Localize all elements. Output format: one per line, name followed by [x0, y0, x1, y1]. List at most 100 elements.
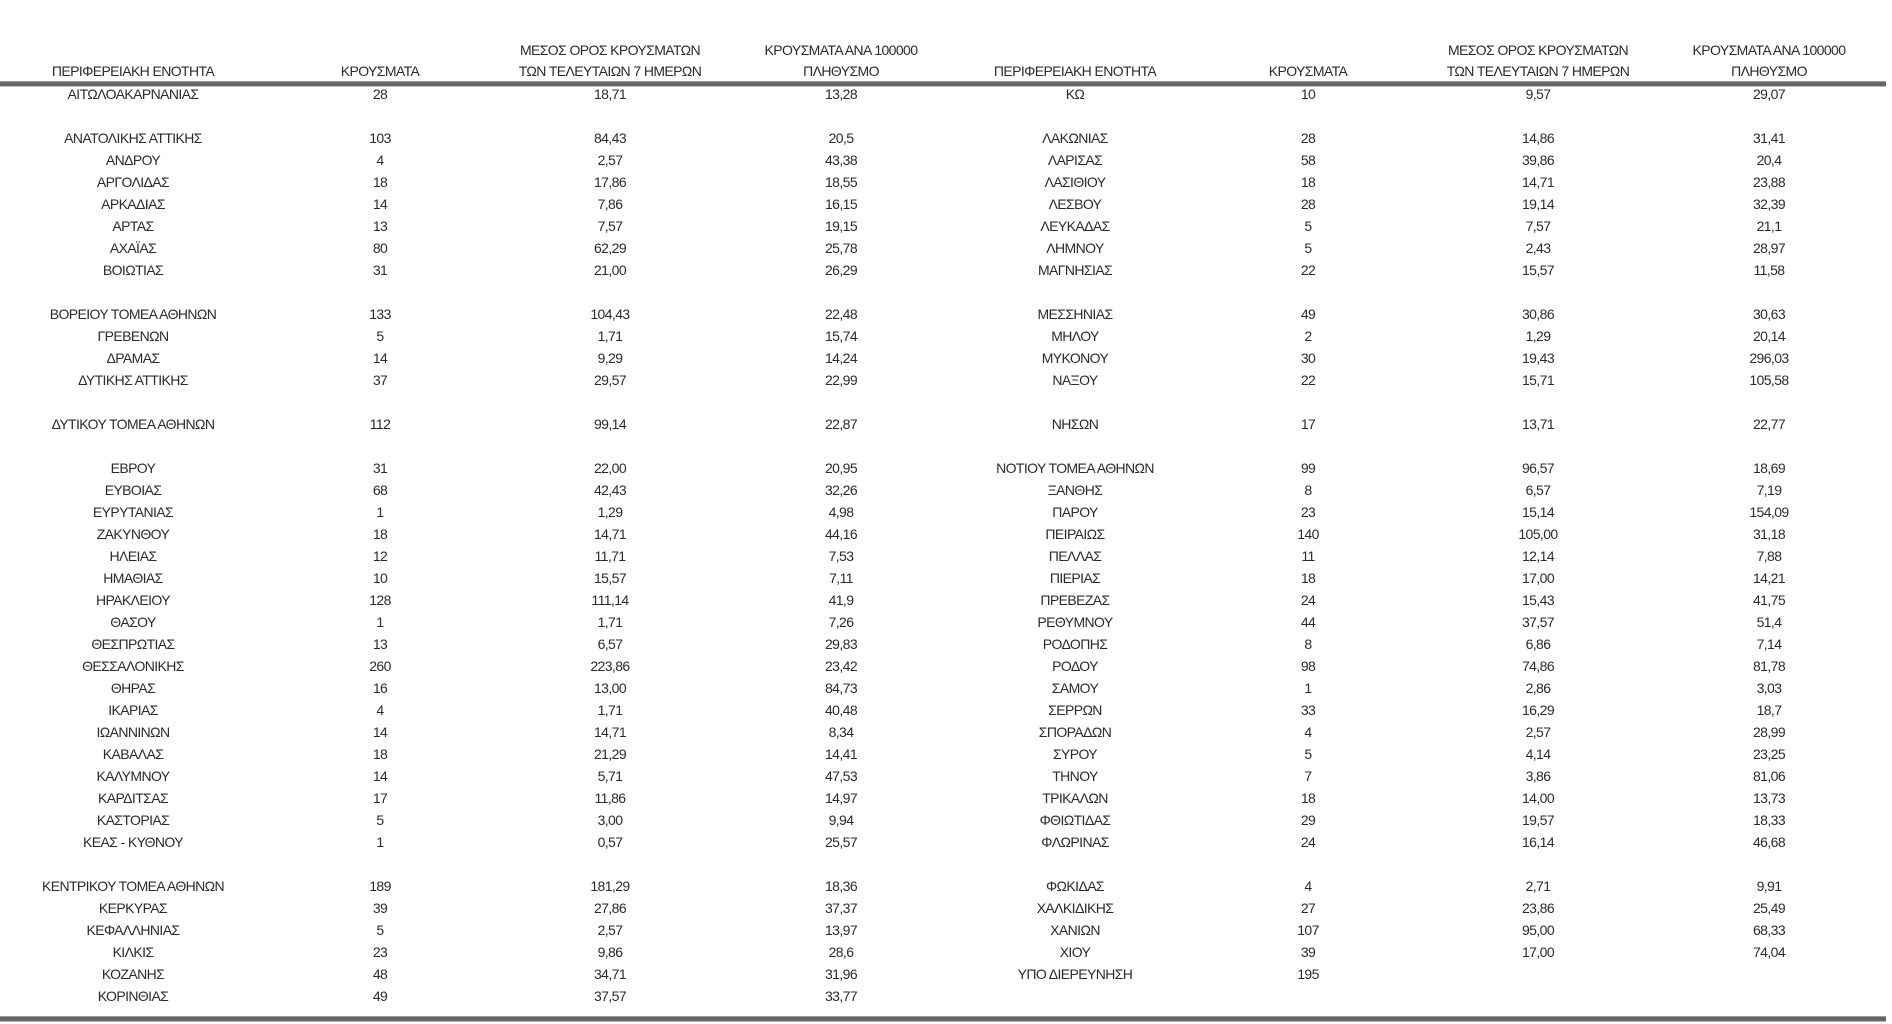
cases-value: 24: [1300, 834, 1316, 850]
region-name: ΝΗΣΩΝ: [1051, 416, 1099, 432]
cases-value: 18: [1300, 174, 1316, 190]
region-name: ΡΟΔΟΥ: [1052, 658, 1098, 674]
region-name: ΑΙΤΩΛΟΑΚΑΡΝΑΝΙΑΣ: [67, 86, 199, 102]
cases-value: 14: [372, 724, 388, 740]
region-name: ΛΑΣΙΘΙΟΥ: [1044, 174, 1107, 190]
region-name: ΚΑΣΤΟΡΙΑΣ: [96, 812, 170, 828]
cases-value: 13: [372, 218, 388, 234]
cases-per-100k: 18,55: [824, 174, 858, 190]
seven-day-average: 13,71: [1521, 416, 1555, 432]
region-name: ΔΥΤΙΚΟΥ ΤΟΜΕΑ ΑΘΗΝΩΝ: [51, 416, 215, 432]
seven-day-average: 223,86: [590, 658, 630, 674]
region-name: ΚΑΛΥΜΝΟΥ: [96, 768, 170, 784]
cases-per-100k: 31,18: [1752, 526, 1786, 542]
region-name: ΑΧΑΪΑΣ: [109, 240, 157, 256]
header-per100k-left-line1: ΚΡΟΥΣΜΑΤΑ ΑΝΑ 100000: [764, 42, 918, 58]
seven-day-average: 15,14: [1521, 504, 1555, 520]
region-name: ΚΑΡΔΙΤΣΑΣ: [97, 790, 169, 806]
seven-day-average: 7,57: [597, 218, 623, 234]
header-avg-left-line2: ΤΩΝ ΤΕΛΕΥΤΑΙΩΝ 7 ΗΜΕΡΩΝ: [518, 63, 702, 79]
region-name: ΑΝΔΡΟΥ: [105, 152, 161, 168]
region-name: ΒΟΙΩΤΙΑΣ: [102, 262, 164, 278]
seven-day-average: 111,14: [591, 592, 629, 608]
region-name: ΦΘΙΩΤΙΔΑΣ: [1039, 812, 1111, 828]
seven-day-average: 21,00: [593, 262, 627, 278]
seven-day-average: 9,86: [597, 944, 623, 960]
seven-day-average: 42,43: [593, 482, 627, 498]
header-rule: [0, 81, 1886, 87]
seven-day-average: 1,71: [597, 702, 623, 718]
cases-value: 58: [1300, 152, 1316, 168]
cases-value: 12: [372, 548, 388, 564]
cases-per-100k: 23,88: [1752, 174, 1786, 190]
cases-value: 31: [372, 262, 388, 278]
cases-per-100k: 19,15: [824, 218, 858, 234]
cases-value: 18: [1300, 790, 1316, 806]
region-name: ΕΥΡΥΤΑΝΙΑΣ: [92, 504, 174, 520]
cases-per-100k: 51,4: [1756, 614, 1782, 630]
region-name: ΝΑΞΟΥ: [1052, 372, 1098, 388]
seven-day-average: 17,86: [593, 174, 627, 190]
seven-day-average: 1,71: [597, 328, 623, 344]
region-name: ΤΗΝΟΥ: [1052, 768, 1098, 784]
seven-day-average: 2,57: [597, 152, 623, 168]
region-name: ΙΚΑΡΙΑΣ: [108, 702, 158, 718]
cases-value: 18: [372, 174, 388, 190]
cases-per-100k: 13,28: [824, 86, 858, 102]
seven-day-average: 104,43: [590, 306, 630, 322]
seven-day-average: 2,57: [597, 922, 623, 938]
region-name: ΙΩΑΝΝΙΝΩΝ: [96, 724, 170, 740]
region-name: ΞΑΝΘΗΣ: [1047, 482, 1103, 498]
header-region-right: ΠΕΡΙΦΕΡΕΙΑΚΗ ΕΝΟΤΗΤΑ: [993, 63, 1157, 79]
seven-day-average: 19,57: [1521, 812, 1555, 828]
region-name: ΛΕΥΚΑΔΑΣ: [1040, 218, 1110, 234]
region-name: ΠΕΛΛΑΣ: [1048, 548, 1102, 564]
seven-day-average: 21,29: [593, 746, 627, 762]
cases-per-100k: 105,58: [1749, 372, 1789, 388]
seven-day-average: 14,71: [593, 526, 627, 542]
seven-day-average: 15,57: [1521, 262, 1555, 278]
region-name: ΜΑΓΝΗΣΙΑΣ: [1037, 262, 1113, 278]
seven-day-average: 14,71: [593, 724, 627, 740]
cases-value: 68: [372, 482, 388, 498]
cases-value: 49: [1300, 306, 1316, 322]
header-per100k-right-line2: ΠΛΗΘΥΣΜΟ: [1731, 63, 1807, 79]
cases-value: 13: [372, 636, 388, 652]
seven-day-average: 39,86: [1521, 152, 1555, 168]
cases-per-100k: 154,09: [1749, 504, 1789, 520]
cases-value: 11: [1301, 548, 1315, 564]
cases-value: 48: [372, 966, 388, 982]
cases-value: 31: [372, 460, 388, 476]
seven-day-average: 6,57: [1525, 482, 1551, 498]
cases-per-100k: 26,29: [824, 262, 858, 278]
region-name: ΣΕΡΡΩΝ: [1048, 702, 1102, 718]
region-name: ΔΥΤΙΚΗΣ ΑΤΤΙΚΗΣ: [78, 372, 188, 388]
region-name: ΑΝΑΤΟΛΙΚΗΣ ΑΤΤΙΚΗΣ: [64, 130, 202, 146]
seven-day-average: 2,86: [1525, 680, 1551, 696]
region-name: ΛΑΚΩΝΙΑΣ: [1042, 130, 1108, 146]
seven-day-average: 34,71: [593, 966, 627, 982]
seven-day-average: 7,86: [597, 196, 623, 212]
cases-value: 128: [369, 592, 391, 608]
cases-per-100k: 22,77: [1752, 416, 1786, 432]
seven-day-average: 105,00: [1518, 526, 1558, 542]
cases-per-100k: 13,97: [824, 922, 858, 938]
cases-value: 195: [1297, 966, 1319, 982]
region-name: ΘΑΣΟΥ: [110, 614, 156, 630]
header-avg-right-line1: ΜΕΣΟΣ ΟΡΟΣ ΚΡΟΥΣΜΑΤΩΝ: [1447, 42, 1629, 58]
region-name: ΥΠΟ ΔΙΕΡΕΥΝΗΣΗ: [1017, 966, 1133, 982]
cases-per-100k: 7,14: [1756, 636, 1782, 652]
region-name: ΧΑΝΙΩΝ: [1050, 922, 1100, 938]
seven-day-average: 14,71: [1521, 174, 1555, 190]
footer-rule: [0, 1016, 1886, 1022]
seven-day-average: 15,57: [593, 570, 627, 586]
cases-per-100k: 3,03: [1756, 680, 1782, 696]
cases-per-100k: 18,7: [1756, 702, 1782, 718]
cases-per-100k: 7,88: [1756, 548, 1782, 564]
region-name: ΚΟΡΙΝΘΙΑΣ: [97, 988, 169, 1004]
cases-per-100k: 29,83: [824, 636, 858, 652]
cases-per-100k: 22,87: [824, 416, 858, 432]
cases-per-100k: 32,26: [824, 482, 858, 498]
cases-per-100k: 7,26: [828, 614, 854, 630]
cases-value: 18: [1300, 570, 1316, 586]
